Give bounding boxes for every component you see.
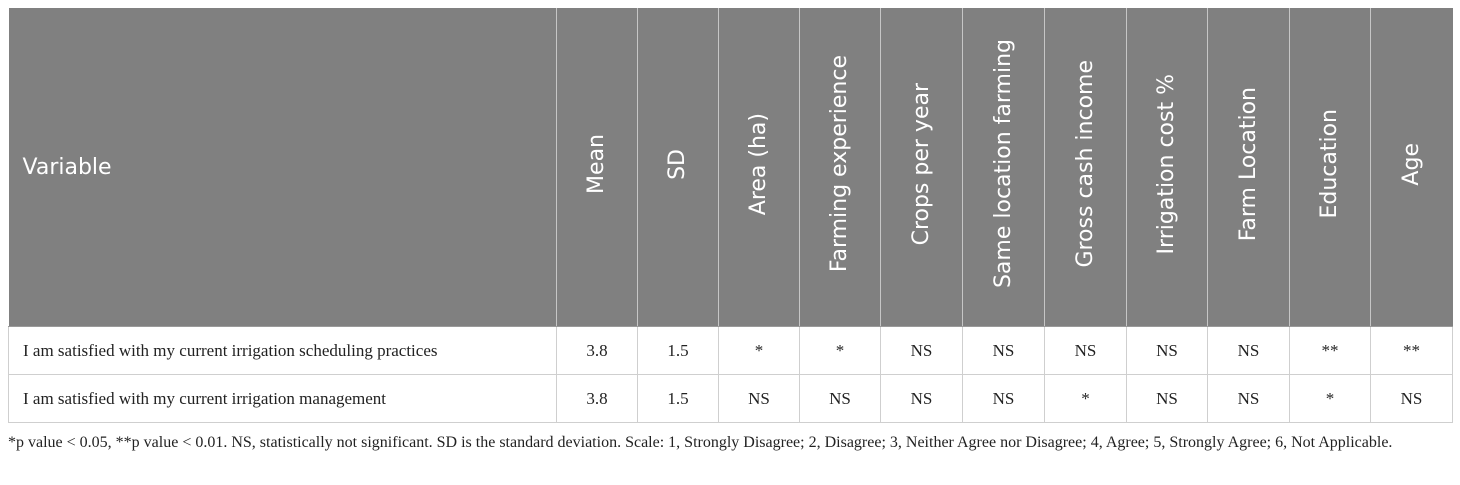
- header-irrigation-cost: Irrigation cost %: [1126, 8, 1208, 327]
- table-row: I am satisfied with my current irrigatio…: [8, 374, 1453, 423]
- table-cell: **: [1370, 326, 1453, 375]
- table-cell: I am satisfied with my current irrigatio…: [8, 326, 557, 375]
- header-farm-location: Farm Location: [1207, 8, 1290, 327]
- header-sd: SD: [637, 8, 719, 327]
- header-label: Farming experience: [827, 55, 852, 273]
- table-cell: NS: [962, 374, 1045, 423]
- results-table: Variable Mean SD Area (ha) Farming exper…: [8, 8, 1453, 423]
- table-cell: I am satisfied with my current irrigatio…: [8, 374, 557, 423]
- table-cell: NS: [1044, 326, 1127, 375]
- results-table-container: Variable Mean SD Area (ha) Farming exper…: [8, 8, 1453, 454]
- header-age: Age: [1370, 8, 1453, 327]
- header-label: Variable: [22, 154, 112, 180]
- header-label: Mean: [584, 134, 609, 194]
- header-gross-cash-income: Gross cash income: [1044, 8, 1127, 327]
- table-cell: *: [799, 326, 881, 375]
- table-footnote: *p value < 0.05, **p value < 0.01. NS, s…: [8, 434, 1393, 451]
- table-cell: NS: [880, 374, 963, 423]
- table-cell: NS: [718, 374, 800, 423]
- table-cell: NS: [962, 326, 1045, 375]
- header-farming-experience: Farming experience: [799, 8, 881, 327]
- table-cell: *: [1044, 374, 1127, 423]
- table-cell: *: [718, 326, 800, 375]
- header-label: Same location farming: [990, 39, 1016, 289]
- header-education: Education: [1289, 8, 1371, 327]
- header-label: Farm Location: [1235, 86, 1261, 242]
- table-cell: NS: [1207, 326, 1290, 375]
- table-cell: NS: [1126, 374, 1208, 423]
- header-label: Education: [1317, 109, 1342, 219]
- header-row: Variable Mean SD Area (ha) Farming exper…: [8, 8, 1453, 327]
- table-cell: NS: [1126, 326, 1208, 375]
- table-cell: 3.8: [556, 326, 638, 375]
- table-cell: NS: [880, 326, 963, 375]
- header-crops-per-year: Crops per year: [880, 8, 963, 327]
- table-cell: NS: [799, 374, 881, 423]
- table-cell: NS: [1370, 374, 1453, 423]
- table-cell: *: [1289, 374, 1371, 423]
- header-area: Area (ha): [718, 8, 800, 327]
- header-label: Age: [1398, 142, 1424, 186]
- table-cell: 1.5: [637, 374, 719, 423]
- table-cell: NS: [1207, 374, 1290, 423]
- table-cell: **: [1289, 326, 1371, 375]
- header-same-location-farming: Same location farming: [962, 8, 1045, 327]
- table-cell: 1.5: [637, 326, 719, 375]
- header-variable: Variable: [8, 8, 557, 327]
- header-label: Crops per year: [908, 82, 934, 246]
- header-mean: Mean: [556, 8, 638, 327]
- header-label: Irrigation cost %: [1154, 73, 1179, 255]
- header-label: Area (ha): [746, 112, 771, 216]
- header-label: Gross cash income: [1072, 60, 1098, 268]
- header-label: SD: [665, 148, 690, 180]
- table-row: I am satisfied with my current irrigatio…: [8, 326, 1453, 375]
- table-cell: 3.8: [556, 374, 638, 423]
